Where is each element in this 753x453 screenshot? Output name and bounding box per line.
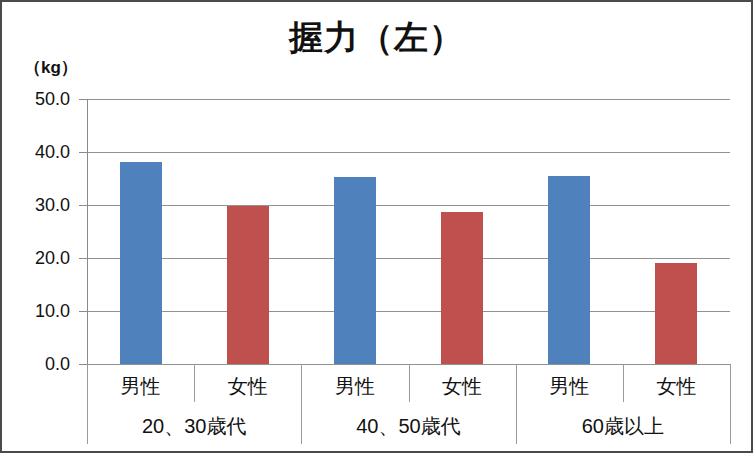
y-tick-label: 10.0 bbox=[18, 301, 70, 321]
y-axis-tick bbox=[79, 152, 87, 153]
y-axis-tick bbox=[79, 258, 87, 259]
x-label-group: 40、50歳代 bbox=[301, 415, 515, 437]
category-group-separator bbox=[730, 364, 731, 444]
x-label-group: 60歳以上 bbox=[516, 415, 730, 437]
y-axis-line bbox=[87, 99, 88, 364]
category-group-separator bbox=[301, 364, 302, 444]
y-axis-unit-label: （kg） bbox=[24, 56, 78, 79]
x-label-group: 20、30歳代 bbox=[87, 415, 301, 437]
y-tick-label: 20.0 bbox=[18, 248, 70, 268]
y-tick-label: 40.0 bbox=[18, 142, 70, 162]
y-tick-label: 0.0 bbox=[18, 354, 70, 374]
y-tick-label: 50.0 bbox=[18, 89, 70, 109]
gridline bbox=[87, 205, 730, 206]
y-axis-tick bbox=[79, 205, 87, 206]
y-axis-tick bbox=[79, 99, 87, 100]
gridline bbox=[87, 152, 730, 153]
x-label-sex: 女性 bbox=[623, 375, 730, 397]
category-group-separator bbox=[516, 364, 517, 444]
bar-女性-20、30歳代 bbox=[227, 206, 269, 364]
chart-title: 握力（左） bbox=[2, 15, 751, 61]
category-sex-separator bbox=[623, 364, 624, 402]
bar-女性-40、50歳代 bbox=[441, 212, 483, 364]
category-sex-separator bbox=[409, 364, 410, 402]
x-label-sex: 男性 bbox=[516, 375, 623, 397]
chart-frame: 握力（左） （kg） 50.040.030.020.010.00.0男性女性男性… bbox=[0, 0, 753, 453]
y-axis-tick bbox=[79, 311, 87, 312]
x-label-sex: 女性 bbox=[194, 375, 301, 397]
bar-男性-40、50歳代 bbox=[334, 177, 376, 364]
bar-女性-60歳以上 bbox=[655, 263, 697, 364]
gridline bbox=[87, 311, 730, 312]
gridline bbox=[87, 99, 730, 100]
gridline bbox=[87, 258, 730, 259]
y-axis-tick bbox=[79, 364, 87, 365]
category-sex-separator bbox=[194, 364, 195, 402]
category-group-separator bbox=[87, 364, 88, 444]
x-label-sex: 女性 bbox=[409, 375, 516, 397]
bar-男性-20、30歳代 bbox=[120, 162, 162, 364]
y-tick-label: 30.0 bbox=[18, 195, 70, 215]
x-label-sex: 男性 bbox=[87, 375, 194, 397]
bar-男性-60歳以上 bbox=[548, 176, 590, 364]
x-label-sex: 男性 bbox=[301, 375, 408, 397]
